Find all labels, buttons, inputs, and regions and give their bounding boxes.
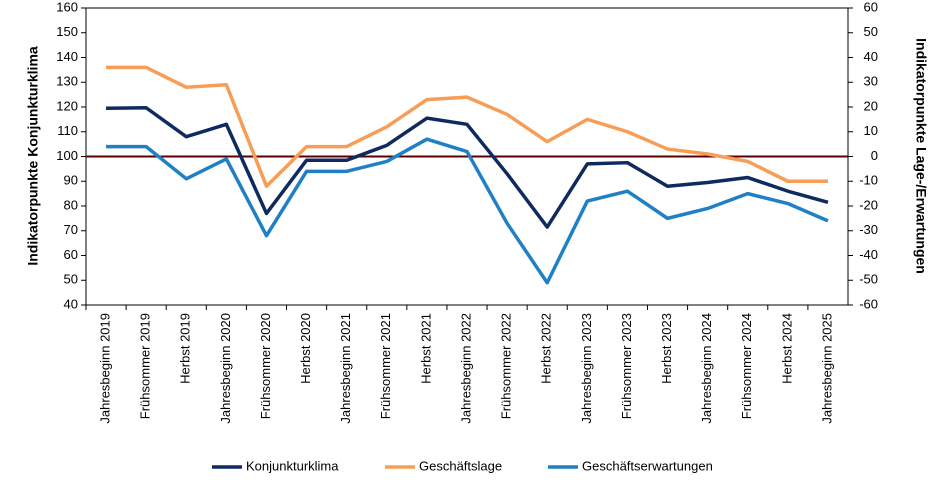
series-line [106,137,829,285]
x-tick-label: Jahresbeginn 2019 [97,313,112,424]
x-tick-label: Jahresbeginn 2024 [699,313,714,424]
y-tick-label: 150 [56,24,78,39]
y-tick-label: 60 [64,247,78,262]
y2-tick-label: -10 [859,173,878,188]
x-tick-label: Herbst 2023 [659,313,674,384]
x-tick-label: Herbst 2022 [539,313,554,384]
y2-tick-label: 60 [864,0,878,14]
y-tick-label: 80 [64,197,78,212]
x-tick-label: Jahresbeginn 2023 [579,313,594,424]
x-tick-label: Frühsommer 2021 [378,313,393,419]
y2-tick-label: 50 [864,24,878,39]
y2-tick-label: -30 [859,222,878,237]
x-tick-label: Jahresbeginn 2021 [338,313,353,424]
y-tick-label: 40 [64,296,78,311]
x-tick-label: Frühsommer 2019 [138,313,153,419]
y-axis-title: Indikatorpunkte Konjunkturklima [25,46,41,266]
series-line [106,105,829,229]
legend-label: Geschäftserwartungen [582,458,713,473]
x-tick-label: Frühsommer 2023 [619,313,634,419]
x-tick-label: Herbst 2024 [779,313,794,384]
y2-tick-label: 40 [864,49,878,64]
x-tick-label: Herbst 2020 [298,313,313,384]
y-tick-label: 160 [56,0,78,14]
y-tick-label: 70 [64,222,78,237]
y-tick-label: 120 [56,98,78,113]
x-tick-label: Frühsommer 2020 [258,313,273,419]
y-tick-label: 130 [56,74,78,89]
y2-tick-label: -40 [859,247,878,262]
y2-tick-label: -50 [859,272,878,287]
y-tick-label: 90 [64,173,78,188]
legend-label: Konjunkturklima [246,458,339,473]
y-tick-label: 110 [57,123,78,138]
y2-tick-label: 0 [871,148,878,163]
series-line [106,65,828,188]
x-tick-label: Jahresbeginn 2020 [218,313,233,424]
y-tick-label: 140 [56,49,78,64]
x-tick-label: Herbst 2021 [418,313,433,384]
y2-tick-label: -20 [859,197,878,212]
y-tick-label: 100 [56,148,78,163]
x-tick-label: Herbst 2019 [178,313,193,384]
y2-tick-label: -60 [859,296,878,311]
legend-label: Geschäftslage [419,458,502,473]
y2-tick-label: 10 [864,123,878,138]
x-tick-label: Frühsommer 2022 [499,313,514,419]
x-tick-label: Frühsommer 2024 [739,313,754,419]
y-tick-label: 50 [64,272,78,287]
y2-tick-label: 30 [864,74,878,89]
y2-axis-title: Indikatorpunkte Lage-/Erwartungen [913,38,929,274]
x-tick-label: Jahresbeginn 2025 [819,313,834,424]
y2-tick-label: 20 [864,98,878,113]
x-tick-label: Jahresbeginn 2022 [458,313,473,424]
